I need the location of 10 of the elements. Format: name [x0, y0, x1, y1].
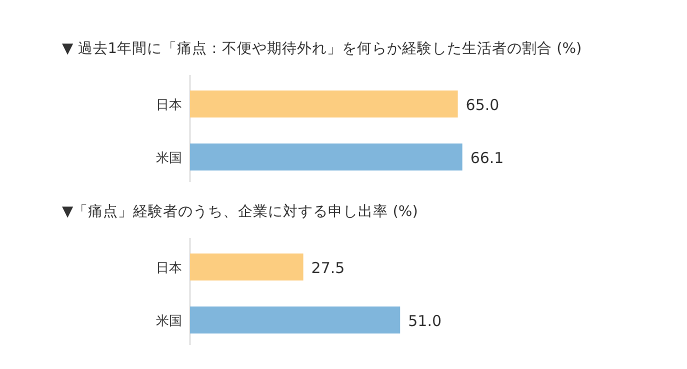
- data-label: 65.0: [466, 96, 500, 114]
- y-tick-label: 日本: [156, 261, 182, 276]
- y-tick-label: 日本: [156, 98, 182, 113]
- y-tick-label: 米国: [156, 151, 182, 166]
- chart-title: ▼ 過去1年間に「痛点：不便や期待外れ」を何らか経験した生活者の割合 (%): [62, 40, 582, 57]
- chart-title: ▼「痛点」経験者のうち、企業に対する申し出率 (%): [62, 203, 418, 220]
- y-tick-label: 米国: [156, 314, 182, 329]
- data-label: 66.1: [470, 149, 504, 167]
- data-label: 51.0: [408, 312, 442, 330]
- data-label: 27.5: [311, 259, 345, 277]
